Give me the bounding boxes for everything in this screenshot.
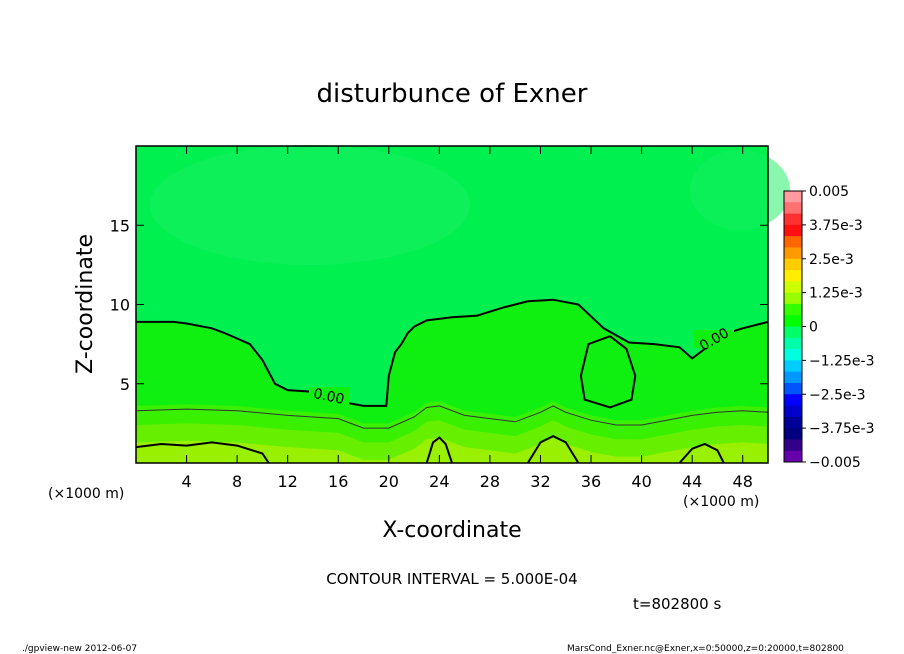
fill-upper-light-left [150,145,470,265]
colorbar-swatch [784,270,802,282]
colorbar-swatch [784,303,802,316]
lower-contour-line [135,405,769,429]
colorbar-swatch [784,416,802,429]
x-tick-label: 8 [232,472,242,491]
colorbar-swatch [784,450,802,463]
x-tick-label: 36 [581,472,601,491]
y-tick-label: 15 [110,216,130,235]
x-tick-label: 40 [631,472,651,491]
colorbar-swatch [784,292,802,305]
colorbar-swatch [784,360,802,373]
colorbar-swatch [784,349,802,361]
colorbar-label: −0.005 [809,455,861,471]
colorbar-swatch [784,191,802,203]
colorbar: 0.005 3.75e-3 2.5e-3 1.25e-3 0 −1.25e-3 −2.5e-… [783,184,874,471]
bottom-contour-4 [678,442,725,464]
colorbar-label: 2.5e-3 [809,252,854,268]
x-tick-label: 28 [480,472,500,491]
colorbar-swatch [784,326,802,339]
colorbar-swatch [784,337,802,350]
x-unit-left: (×1000 m) [48,486,124,502]
fill-bottom [136,437,768,463]
colorbar-label: −1.25e-3 [809,353,874,369]
colorbar-label: 0.005 [809,184,849,200]
zero-contour-loop [579,335,637,409]
y-tick-label: 10 [110,296,130,315]
colorbar-swatch [784,202,802,214]
colorbar-label: 3.75e-3 [809,218,863,234]
colorbar-swatch [784,224,802,237]
x-tick-label: 16 [328,472,348,491]
colorbar-swatch [784,439,802,452]
x-tick-label: 12 [278,472,298,491]
contour-interval-text: CONTOUR INTERVAL = 5.000E-04 [326,570,577,588]
bottom-contour-1 [135,441,270,464]
colorbar-swatch [784,371,802,384]
contour-label-bg-2 [694,330,734,348]
chart-title: disturbunce of Exner [317,79,588,109]
y-ticks: 5 10 15 [110,216,768,394]
x-tick-label: 48 [733,472,753,491]
x-tick-label: 24 [429,472,449,491]
colorbar-label: −3.75e-3 [809,421,874,437]
colorbar-swatch [784,281,802,294]
y-axis-label: Z-coordinate [73,234,98,374]
y-tick-label: 5 [120,375,130,394]
contour-label-1: 0.00 [312,386,346,408]
colorbar-label: −2.5e-3 [809,387,866,403]
colorbar-swatch [784,236,802,248]
colorbar-swatch [784,258,802,271]
colorbar-swatch [784,315,802,327]
footer-right: MarsCond_Exner.nc@Exner,x=0:50000,z=0:20… [567,644,844,654]
colorbar-label: 1.25e-3 [809,286,863,302]
colorbar-swatch [784,382,802,395]
x-ticks: 4 8 12 16 20 24 28 32 36 40 44 48 [181,146,753,491]
x-tick-label: 20 [379,472,399,491]
colorbar-swatch [784,405,802,418]
footer-left: ./gpview-new 2012-06-07 [22,644,137,654]
colorbar-swatch [784,394,802,406]
colorbar-swatch [784,428,802,440]
x-tick-label: 32 [530,472,550,491]
time-text: t=802800 s [633,595,721,613]
bottom-contour-2 [425,436,453,464]
zero-contour-line [136,298,769,407]
fill-upper-light-right [690,150,790,230]
x-tick-label: 4 [181,472,191,491]
contour-label-bg-1 [309,387,349,405]
x-tick-label: 44 [682,472,702,491]
x-unit-right: (×1000 m) [683,494,759,510]
colorbar-swatch [784,213,802,226]
x-axis-label: X-coordinate [382,518,521,543]
bottom-contour-3 [526,434,580,464]
colorbar-label: 0 [809,320,818,336]
colorbar-swatch [784,247,802,260]
